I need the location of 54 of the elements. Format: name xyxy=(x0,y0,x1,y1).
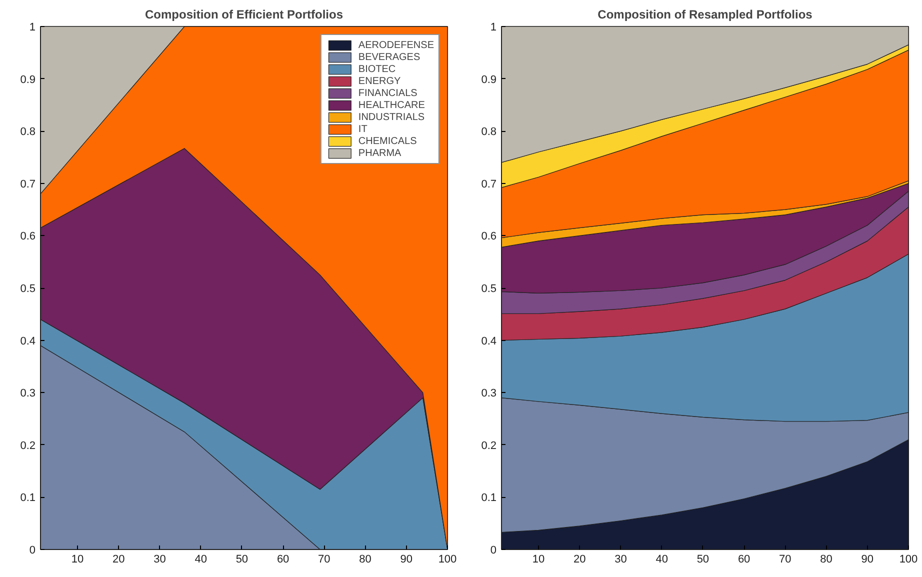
x-tick-label: 100 xyxy=(899,554,918,566)
legend-label: PHARMA xyxy=(358,147,402,159)
x-tick-label: 90 xyxy=(861,554,874,566)
y-tick-label: 0 xyxy=(490,544,497,556)
x-tick-label: 30 xyxy=(614,554,627,566)
x-tick-label: 40 xyxy=(194,554,207,566)
legend-label: ENERGY xyxy=(358,75,401,87)
legend-label: BEVERAGES xyxy=(358,51,420,63)
y-tick-label: 0.3 xyxy=(481,388,497,400)
legend-label: HEALTHCARE xyxy=(358,99,425,111)
y-tick-label: 0.9 xyxy=(481,74,497,86)
y-tick-label: 0.2 xyxy=(20,440,36,452)
y-tick-label: 0.9 xyxy=(20,74,36,86)
y-tick-label: 0.2 xyxy=(481,440,497,452)
x-tick-label: 10 xyxy=(532,554,545,566)
legend-label: IT xyxy=(358,123,368,135)
y-tick-label: 0.3 xyxy=(20,388,36,400)
y-tick-label: 0.4 xyxy=(481,335,497,348)
x-tick-label: 50 xyxy=(696,554,710,566)
y-tick-label: 0.1 xyxy=(481,492,497,504)
legend-label: INDUSTRIALS xyxy=(358,111,425,123)
x-tick-label: 60 xyxy=(276,554,290,566)
y-tick-label: 0.1 xyxy=(20,492,36,504)
y-tick-label: 0 xyxy=(29,544,36,556)
legend-label: CHEMICALS xyxy=(358,135,417,147)
x-tick-label: 20 xyxy=(112,554,125,566)
y-tick-label: 0.6 xyxy=(481,230,497,243)
legend-label: AERODEFENSE xyxy=(358,39,434,51)
y-tick-label: 1 xyxy=(490,22,497,34)
x-tick-label: 10 xyxy=(71,554,84,566)
x-tick-label: 80 xyxy=(820,554,832,566)
x-tick-label: 80 xyxy=(359,554,372,566)
x-tick-label: 100 xyxy=(438,554,457,566)
x-tick-label: 50 xyxy=(236,554,248,566)
y-tick-label: 1 xyxy=(29,22,36,34)
y-tick-label: 0.7 xyxy=(20,178,36,190)
x-tick-label: 20 xyxy=(573,554,586,566)
y-tick-label: 0.5 xyxy=(481,283,497,295)
x-tick-label: 60 xyxy=(738,554,750,566)
y-tick-label: 0.8 xyxy=(20,126,36,138)
legend-label: BIOTEC xyxy=(358,63,396,75)
legend-label: FINANCIALS xyxy=(358,87,418,99)
x-tick-label: 90 xyxy=(400,554,413,566)
y-tick-label: 0.6 xyxy=(20,230,36,243)
x-tick-label: 70 xyxy=(318,554,330,566)
chart-title: Composition of Efficient Portfolios xyxy=(145,8,344,22)
x-tick-label: 70 xyxy=(779,554,792,566)
y-tick-label: 0.8 xyxy=(481,126,497,138)
chart-title: Composition of Resampled Portfolios xyxy=(598,8,813,22)
x-tick-label: 40 xyxy=(656,554,668,566)
y-tick-label: 0.5 xyxy=(20,283,36,295)
y-tick-label: 0.4 xyxy=(20,335,36,348)
y-tick-label: 0.7 xyxy=(481,178,497,190)
x-tick-label: 30 xyxy=(154,554,166,566)
